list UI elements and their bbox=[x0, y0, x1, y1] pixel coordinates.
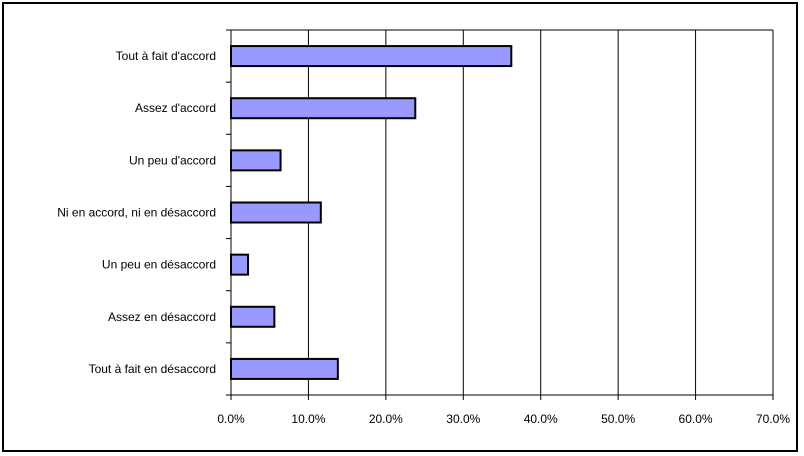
x-tick-label: 20.0% bbox=[369, 412, 403, 426]
gridlines bbox=[231, 29, 774, 395]
category-label: Tout à fait en désaccord bbox=[89, 362, 216, 376]
bars bbox=[230, 45, 513, 380]
category-label: Tout à fait d'accord bbox=[116, 49, 216, 63]
category-label: Un peu en désaccord bbox=[102, 258, 216, 272]
category-label: Ni en accord, ni en désaccord bbox=[57, 206, 216, 220]
bar bbox=[230, 149, 282, 172]
x-tick-label: 60.0% bbox=[679, 412, 713, 426]
x-tick-label: 70.0% bbox=[756, 412, 790, 426]
category-label: Un peu d'accord bbox=[129, 153, 216, 167]
x-tick-label: 40.0% bbox=[524, 412, 558, 426]
bar bbox=[230, 45, 513, 68]
bar bbox=[230, 97, 417, 120]
bar bbox=[230, 201, 322, 224]
bar bbox=[230, 305, 276, 328]
x-tick-label: 30.0% bbox=[446, 412, 480, 426]
x-tick-labels: 0.0% 10.0% 20.0% 30.0% 40.0% 50.0% 60.0% 70.0% bbox=[217, 412, 790, 426]
bar bbox=[230, 253, 250, 276]
chart-frame bbox=[2, 2, 798, 452]
category-label: Assez d'accord bbox=[135, 101, 216, 115]
bar bbox=[230, 357, 339, 380]
category-labels: Tout à fait d'accord Assez d'accord Un peu… bbox=[57, 49, 216, 376]
x-tick-label: 0.0% bbox=[217, 412, 245, 426]
x-tick-label: 50.0% bbox=[601, 412, 635, 426]
x-tick-label: 10.0% bbox=[291, 412, 325, 426]
category-label: Assez en désaccord bbox=[108, 310, 216, 324]
